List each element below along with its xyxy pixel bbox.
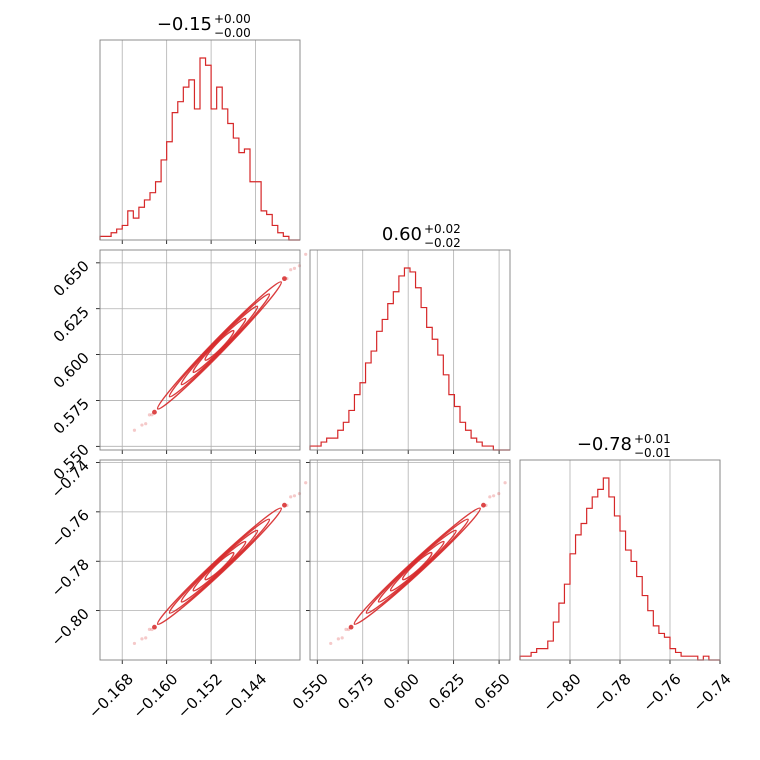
p10-point-9 (304, 252, 308, 256)
p2-xtick-label-3: −0.74 (690, 670, 735, 715)
p2-title-sub: −0.01 (634, 446, 671, 460)
p10-ytick-label-3: 0.625 (50, 303, 93, 346)
p1-title: 0.60 +0.02−0.02 (382, 222, 461, 250)
p21-endpoint-0 (348, 624, 354, 630)
p21-contour-2 (377, 529, 457, 603)
p1-title-sup: +0.02 (424, 222, 461, 236)
p2-histogram (519, 477, 720, 661)
p2-title-sup: +0.01 (634, 432, 671, 446)
p20-ytick-label-2: −0.76 (48, 506, 93, 551)
p21-point-3 (344, 627, 348, 631)
p0-title-main: −0.15 (157, 14, 212, 35)
p21-point-9 (503, 481, 507, 485)
p21-point-8 (497, 492, 501, 496)
p21-contour-1 (389, 540, 445, 592)
p21-xtick-label-3: 0.625 (425, 670, 468, 713)
p21-point-6 (488, 495, 492, 499)
p0-title: −0.15 +0.00−0.00 (157, 12, 251, 40)
p10-contour-1 (192, 317, 247, 374)
p20-contour-2 (180, 529, 259, 603)
p1-histogram (309, 267, 510, 451)
p20-contour-4 (156, 507, 283, 625)
p2-title: −0.78 +0.01−0.01 (577, 432, 671, 460)
p10-point-1 (140, 423, 144, 427)
p20-contour-1 (192, 540, 247, 592)
p20-endpoint-0 (152, 624, 157, 630)
p10-contour-3 (168, 293, 271, 398)
p20-ytick-label-0: −0.80 (48, 605, 93, 650)
p1-title-sub: −0.02 (424, 236, 461, 250)
p2-xtick-label-0: −0.80 (540, 670, 585, 715)
p21-xtick-label-1: 0.575 (334, 670, 377, 713)
p21-frame (309, 459, 511, 661)
p10-contour-4 (156, 281, 283, 410)
p10-endpoint-0 (152, 409, 157, 415)
p20-point-2 (144, 636, 148, 640)
p10-point-4 (150, 413, 154, 417)
p10-point-8 (297, 264, 302, 268)
p20-point-8 (297, 492, 302, 496)
p21-xtick-label-0: 0.550 (289, 670, 332, 713)
p0-title-sub: −0.00 (214, 26, 251, 40)
p20-xtick-label-3: −0.144 (218, 670, 270, 722)
p20-xtick-label-0: −0.168 (85, 670, 137, 722)
p21-endpoint-1 (481, 502, 486, 508)
p21-point-2 (340, 636, 344, 640)
p21-xtick-label-4: 0.650 (471, 670, 514, 713)
p21-point-0 (329, 641, 333, 646)
p2-xtick-label-2: −0.76 (640, 670, 685, 715)
p20-xtick-label-1: −0.160 (129, 670, 181, 722)
p21-point-7 (492, 494, 496, 498)
p10-point-7 (292, 266, 297, 270)
p10-point-2 (144, 422, 148, 426)
p21-contour-4 (353, 507, 481, 625)
p20-point-3 (147, 627, 152, 631)
p2-frame (519, 459, 721, 661)
p10-frame (99, 249, 301, 451)
p2-xtick-label-1: −0.78 (590, 670, 635, 715)
p20-xtick-label-2: −0.152 (174, 670, 226, 722)
p21-xtick-label-2: 0.600 (380, 670, 423, 713)
p1-title-main: 0.60 (382, 224, 422, 245)
p0-frame (99, 39, 301, 241)
p21-contour-0 (401, 551, 433, 581)
p20-point-0 (132, 641, 137, 646)
p20-ytick-label-1: −0.78 (48, 555, 93, 600)
p10-ytick-label-1: 0.575 (50, 395, 93, 438)
p21-contour-3 (365, 518, 469, 614)
p20-frame (99, 459, 301, 661)
p20-point-6 (289, 495, 293, 499)
p20-contour-3 (168, 518, 271, 614)
p20-point-1 (140, 637, 144, 641)
p2-title-main: −0.78 (577, 434, 632, 455)
p1-frame (309, 249, 511, 451)
p10-point-3 (147, 413, 152, 417)
p20-contour-0 (204, 551, 235, 581)
p10-contour-2 (180, 305, 259, 386)
p10-point-6 (289, 268, 293, 272)
p0-title-sup: +0.00 (214, 12, 251, 26)
p10-endpoint-1 (282, 276, 287, 282)
p20-endpoint-1 (282, 502, 287, 508)
p21-point-1 (336, 637, 340, 641)
p20-point-9 (304, 481, 308, 485)
p0-histogram (99, 57, 300, 241)
p10-contour-0 (204, 329, 235, 361)
p10-point-0 (132, 428, 137, 432)
p20-point-7 (292, 494, 297, 498)
p10-ytick-label-4: 0.650 (50, 257, 93, 300)
p10-ytick-label-2: 0.600 (50, 349, 93, 392)
